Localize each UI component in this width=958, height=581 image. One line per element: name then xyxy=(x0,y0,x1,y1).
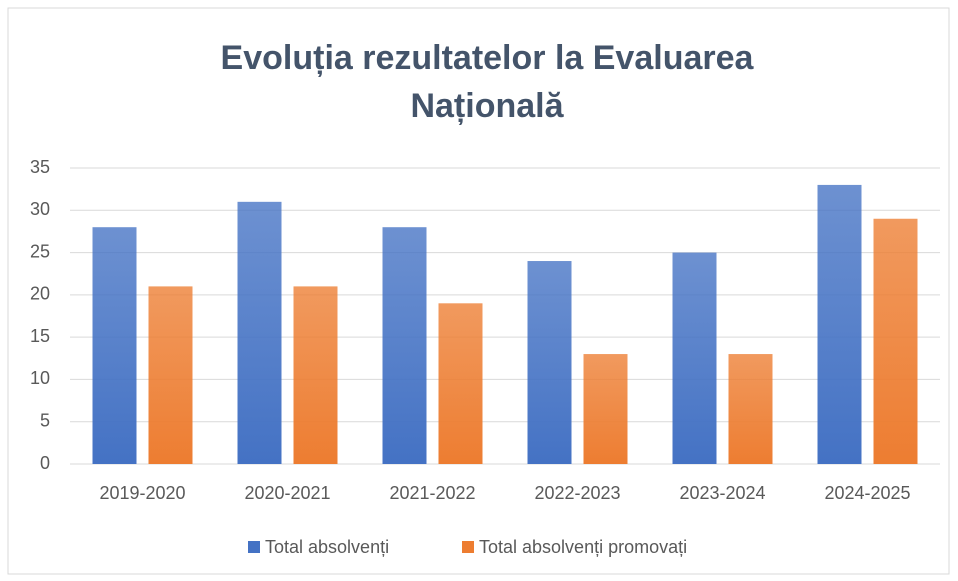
bar xyxy=(293,286,338,464)
bar xyxy=(817,184,862,464)
x-tick-label: 2021-2022 xyxy=(389,483,475,503)
x-tick-label: 2020-2021 xyxy=(244,483,330,503)
legend-swatch xyxy=(462,541,474,553)
bar xyxy=(583,354,628,464)
chart-title: Evoluția rezultatelor la Evaluarea Națio… xyxy=(220,39,754,125)
bar xyxy=(92,227,137,464)
bar xyxy=(672,252,717,464)
x-tick-label: 2019-2020 xyxy=(99,483,185,503)
bar xyxy=(382,227,427,464)
y-tick-label: 10 xyxy=(30,368,50,388)
legend-label: Total absolvenți xyxy=(265,537,389,557)
y-tick-label: 0 xyxy=(40,453,50,473)
bar xyxy=(873,218,918,464)
bar xyxy=(527,261,572,464)
y-tick-label: 15 xyxy=(30,326,50,346)
bar xyxy=(237,201,282,465)
legend-label: Total absolvenți promovați xyxy=(479,537,687,557)
y-tick-label: 20 xyxy=(30,284,50,304)
y-tick-label: 35 xyxy=(30,157,50,177)
bar xyxy=(148,286,193,464)
y-tick-label: 25 xyxy=(30,241,50,261)
x-tick-label: 2023-2024 xyxy=(679,483,765,503)
legend-swatch xyxy=(248,541,260,553)
x-tick-label: 2024-2025 xyxy=(824,483,910,503)
bar xyxy=(728,354,773,464)
bar xyxy=(438,303,483,464)
y-tick-label: 30 xyxy=(30,199,50,219)
x-tick-label: 2022-2023 xyxy=(534,483,620,503)
y-tick-label: 5 xyxy=(40,410,50,430)
